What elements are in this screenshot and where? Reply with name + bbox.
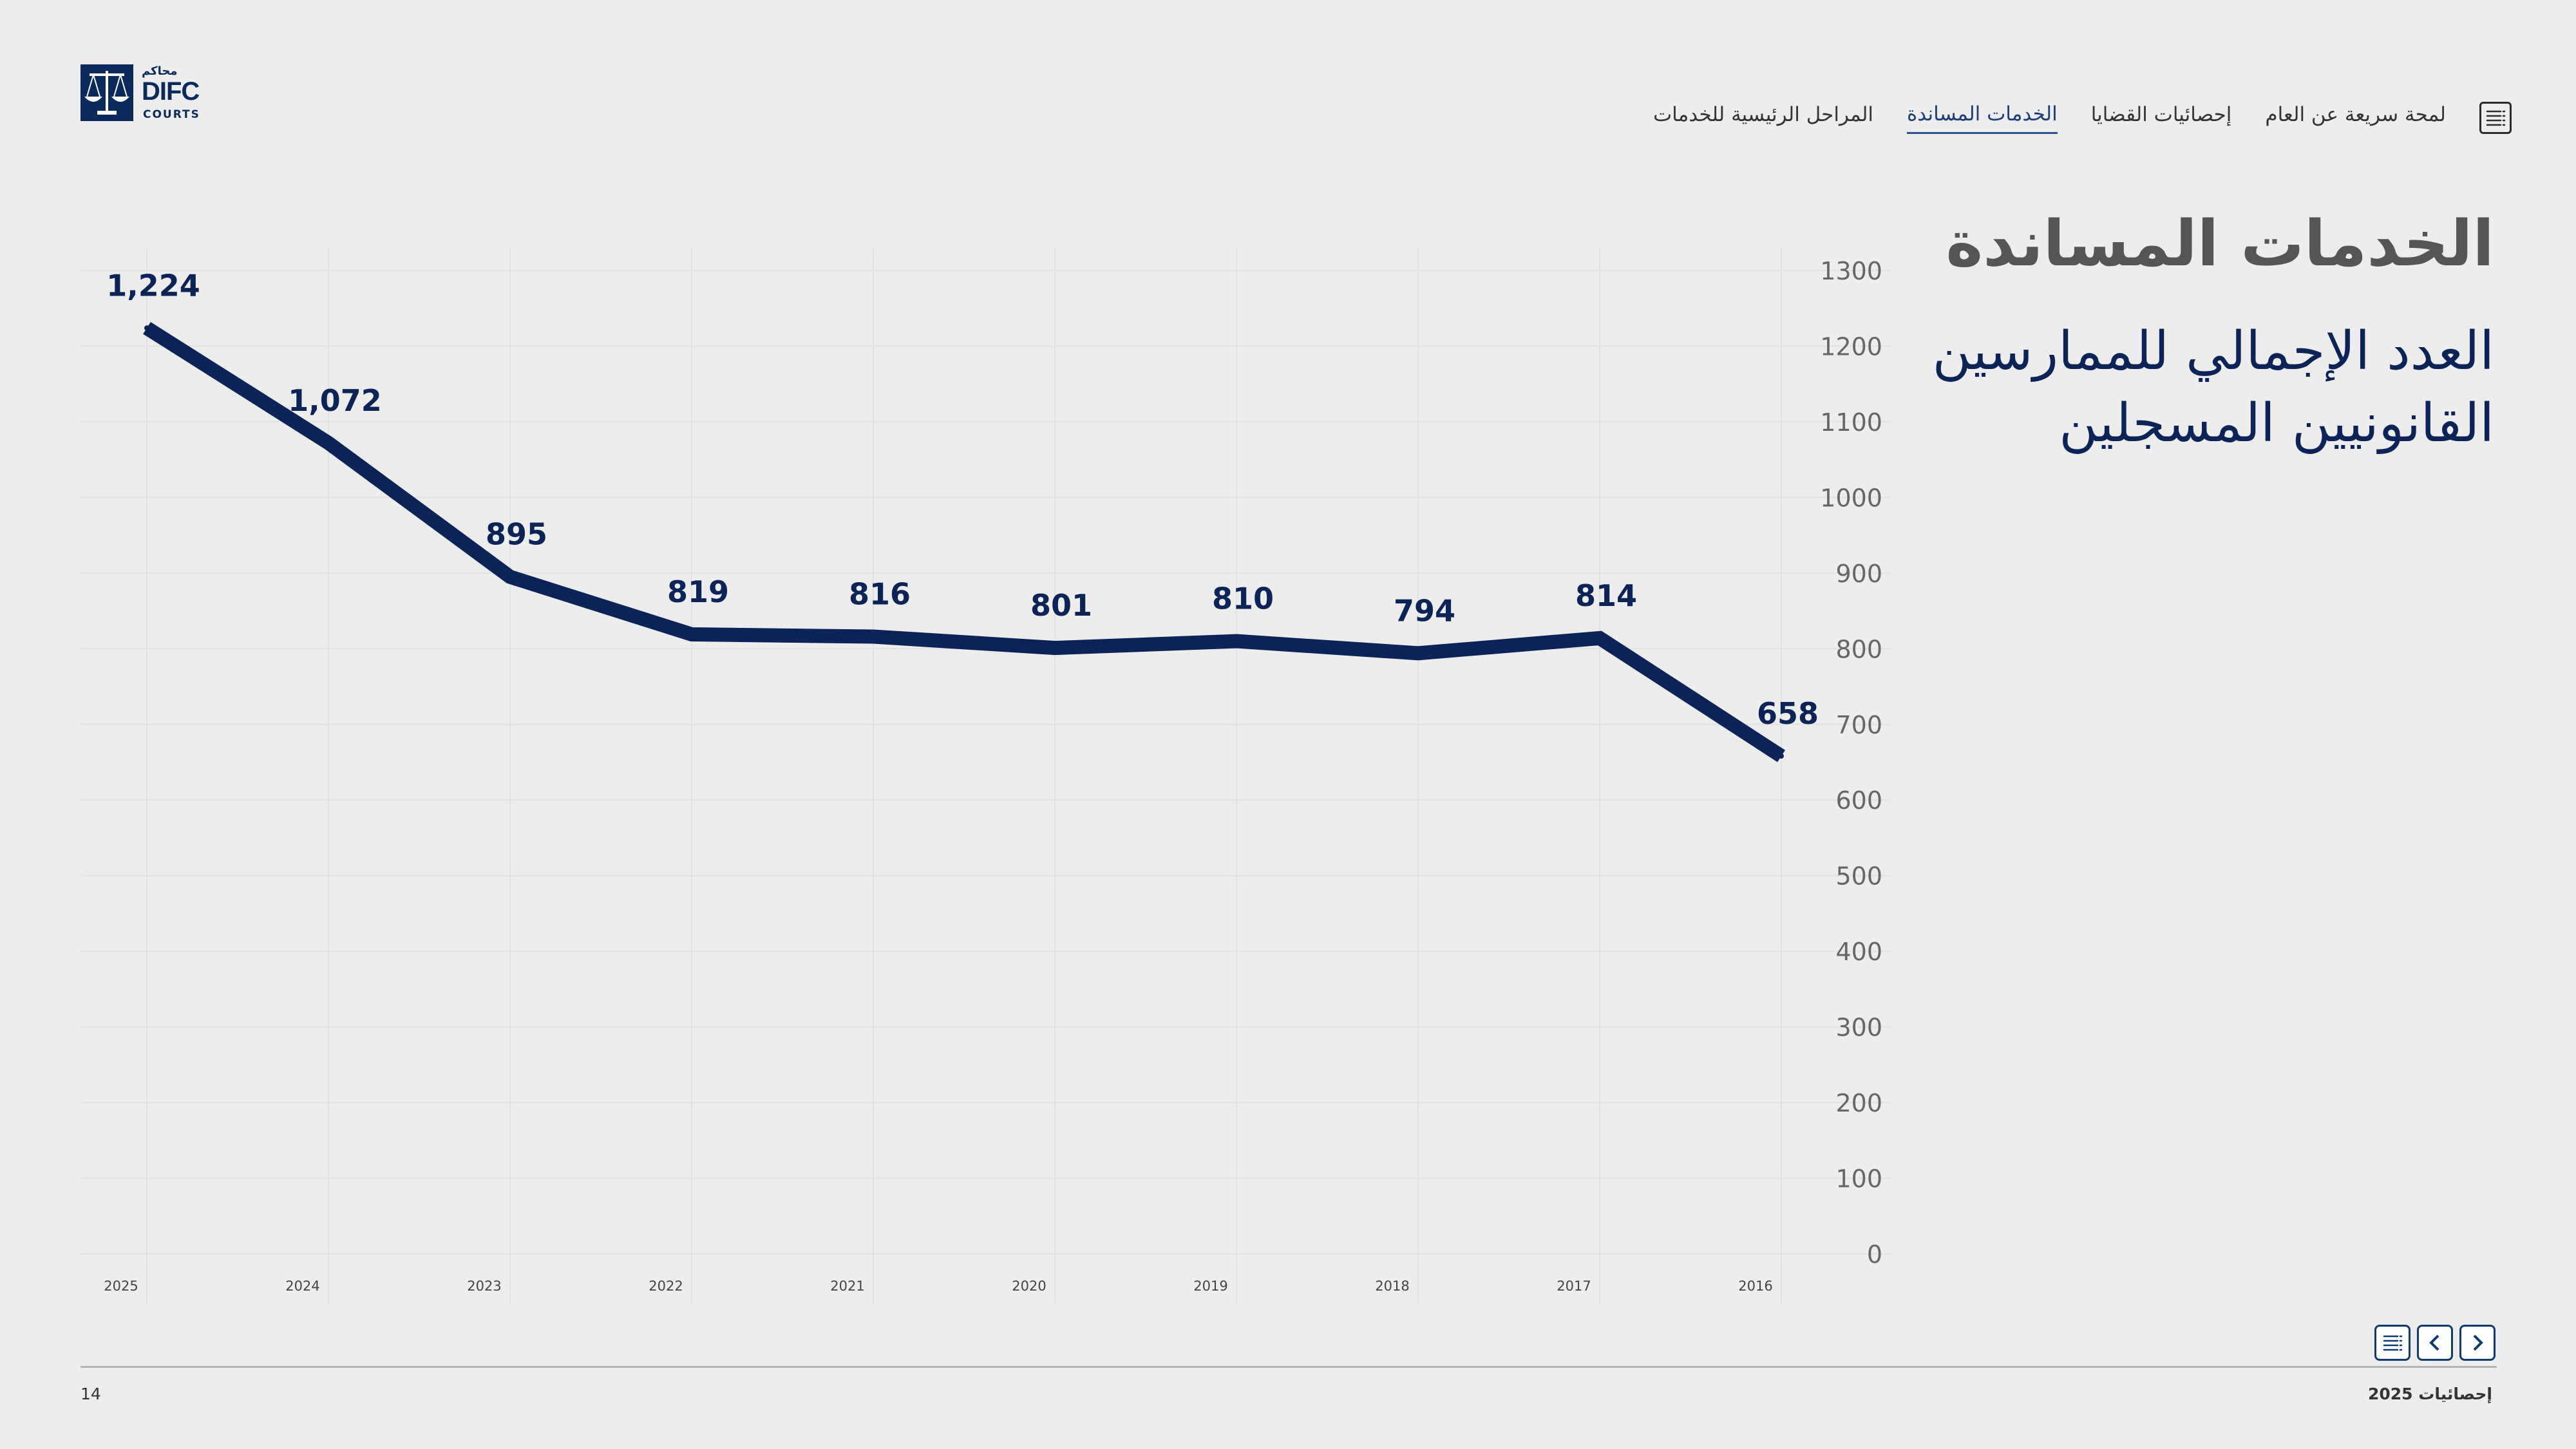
x-tick-label: 2023: [467, 1278, 501, 1294]
data-point: [1779, 753, 1784, 759]
data-label: 816: [849, 577, 911, 612]
y-tick-label: 100: [1835, 1165, 1882, 1193]
x-tick-label: 2021: [830, 1278, 864, 1294]
chevron-right-icon: [2473, 1334, 2483, 1351]
scales-of-justice-icon: [80, 64, 133, 121]
data-label: 1,224: [106, 268, 200, 303]
chart-subtitle: العدد الإجمالي للممارسين القانونيين المس…: [1932, 321, 2494, 454]
data-point: [1597, 635, 1602, 641]
logo-arabic-text: محاكم: [142, 64, 178, 78]
contents-button[interactable]: [2374, 1325, 2410, 1361]
next-button[interactable]: [2459, 1325, 2496, 1361]
data-point: [871, 634, 876, 639]
footer-report-label: إحصائيات 2025: [2367, 1385, 2492, 1403]
x-tick-label: 2025: [104, 1278, 138, 1294]
data-point: [144, 325, 149, 331]
x-tick-label: 2020: [1012, 1278, 1046, 1294]
nav-item-support-services[interactable]: الخدمات المساندة: [1907, 102, 2058, 134]
data-label: 814: [1575, 578, 1637, 613]
x-tick-label: 2016: [1738, 1278, 1772, 1294]
x-tick-label: 2017: [1557, 1278, 1591, 1294]
data-point: [689, 631, 694, 637]
chevron-left-icon: [2429, 1334, 2439, 1351]
menu-button[interactable]: [2479, 102, 2512, 134]
data-label: 810: [1212, 582, 1274, 616]
page-number: 14: [80, 1385, 101, 1403]
logo-difc-text: DIFC: [142, 77, 200, 106]
y-tick-label: 300: [1835, 1014, 1882, 1042]
y-tick-label: 900: [1835, 560, 1882, 588]
y-tick-label: 0: [1867, 1240, 1882, 1269]
series-line: [143, 321, 1785, 762]
top-navigation: المراحل الرئيسية للخدمات الخدمات المساند…: [1653, 95, 2512, 140]
nav-item-case-statistics[interactable]: إحصائيات القضايا: [2090, 103, 2232, 126]
data-label: 895: [486, 517, 547, 552]
data-point: [326, 440, 331, 446]
x-tick-label: 2022: [649, 1278, 683, 1294]
nav-item-year-overview[interactable]: لمحة سريعة عن العام: [2265, 103, 2446, 126]
y-tick-label: 500: [1835, 862, 1882, 891]
data-label: 794: [1394, 593, 1455, 628]
y-tick-label: 200: [1835, 1089, 1882, 1117]
data-point: [507, 574, 513, 580]
slide-pager: [2374, 1325, 2496, 1361]
y-tick-label: 1100: [1820, 408, 1882, 437]
y-tick-label: 700: [1835, 711, 1882, 739]
data-label: 819: [667, 574, 729, 609]
data-point: [1234, 638, 1239, 644]
y-tick-label: 400: [1835, 938, 1882, 966]
x-tick-label: 2018: [1375, 1278, 1409, 1294]
y-tick-label: 800: [1835, 635, 1882, 663]
y-tick-label: 1300: [1820, 257, 1882, 285]
logo-courts-text: COURTS: [143, 108, 200, 121]
nav-item-milestones[interactable]: المراحل الرئيسية للخدمات: [1653, 103, 1874, 126]
difc-courts-logo: محاكم DIFC COURTS: [80, 64, 216, 122]
data-point: [1052, 645, 1057, 651]
page-title: الخدمات المساندة: [1946, 207, 2494, 281]
data-point: [1416, 650, 1421, 656]
data-label: 1,072: [288, 383, 382, 418]
y-tick-label: 1000: [1820, 484, 1882, 512]
previous-button[interactable]: [2417, 1325, 2453, 1361]
x-tick-label: 2019: [1193, 1278, 1227, 1294]
y-tick-label: 600: [1835, 786, 1882, 815]
list-menu-icon: [2486, 110, 2506, 126]
footer-divider: [80, 1366, 2497, 1368]
data-label: 801: [1030, 588, 1092, 623]
data-label: 658: [1757, 696, 1819, 731]
y-tick-label: 1200: [1820, 332, 1882, 361]
x-tick-label: 2024: [285, 1278, 319, 1294]
list-menu-icon: [2383, 1335, 2403, 1351]
